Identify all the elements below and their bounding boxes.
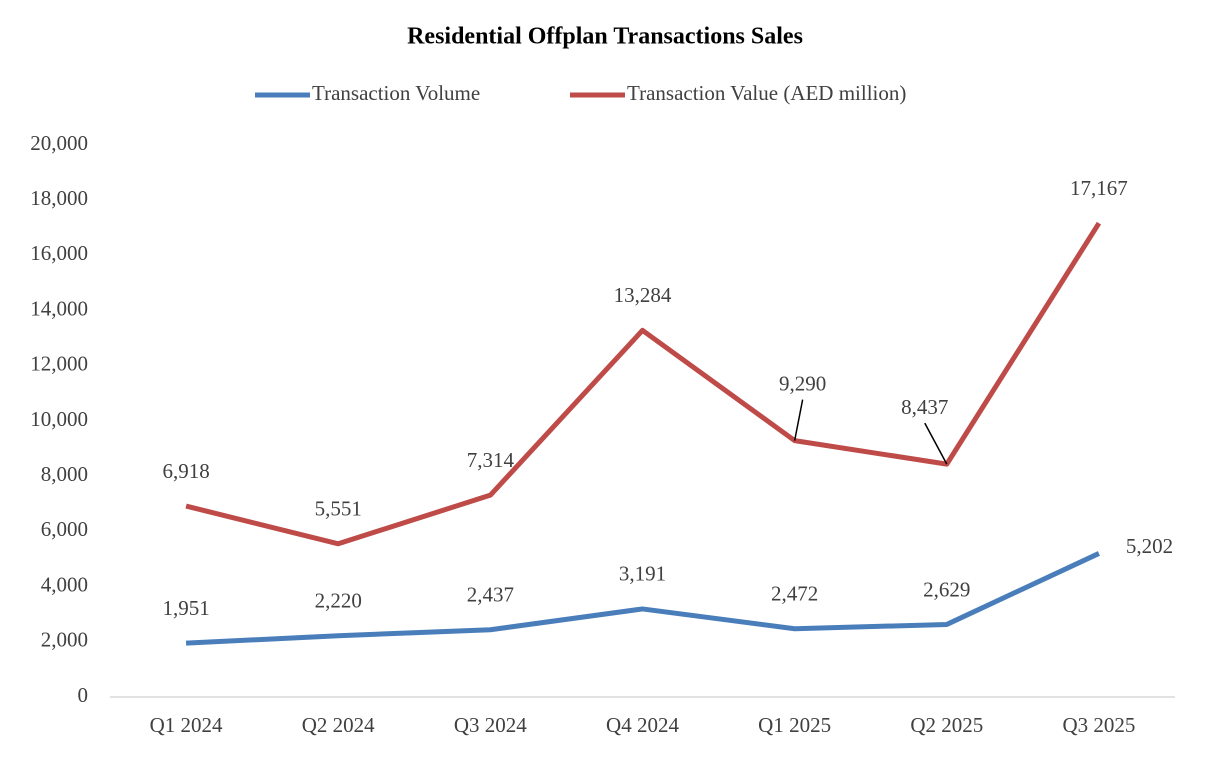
data-label: 7,314	[467, 448, 515, 472]
x-tick-label: Q1 2025	[758, 713, 831, 737]
x-tick-label: Q3 2024	[454, 713, 527, 737]
y-tick-label: 16,000	[30, 241, 88, 265]
data-label: 9,290	[779, 371, 826, 395]
data-label: 2,629	[923, 577, 970, 601]
y-tick-label: 12,000	[30, 352, 88, 376]
y-tick-label: 10,000	[30, 407, 88, 431]
chart-title: Residential Offplan Transactions Sales	[407, 24, 803, 50]
data-label: 2,220	[315, 589, 362, 613]
y-tick-label: 0	[78, 683, 89, 707]
y-tick-label: 20,000	[30, 131, 88, 155]
series-line	[185, 221, 1102, 547]
data-label: 3,191	[619, 562, 666, 586]
data-label: 17,167	[1070, 176, 1128, 200]
data-label: 5,202	[1126, 534, 1173, 558]
series-line	[185, 551, 1100, 646]
data-label: 8,437	[901, 395, 948, 419]
legend-label: Transaction Volume	[312, 81, 480, 105]
leader-line	[924, 422, 948, 465]
data-label: 2,472	[771, 582, 818, 606]
y-tick-label: 8,000	[41, 462, 88, 486]
leader-line	[793, 399, 804, 441]
x-tick-label: Q3 2025	[1062, 713, 1135, 737]
y-tick-label: 4,000	[41, 572, 88, 596]
legend-label: Transaction Value (AED million)	[627, 81, 906, 105]
y-tick-label: 6,000	[41, 517, 88, 541]
y-tick-label: 14,000	[30, 296, 88, 320]
data-label: 1,951	[162, 596, 209, 620]
data-label: 13,284	[614, 283, 672, 307]
x-tick-label: Q2 2025	[910, 713, 983, 737]
x-tick-label: Q4 2024	[606, 713, 679, 737]
data-label: 2,437	[467, 583, 514, 607]
y-tick-label: 18,000	[30, 186, 88, 210]
x-tick-label: Q1 2024	[150, 713, 223, 737]
y-tick-label: 2,000	[41, 628, 88, 652]
x-tick-label: Q2 2024	[302, 713, 375, 737]
data-label: 6,918	[162, 459, 209, 483]
data-label: 5,551	[315, 497, 362, 521]
